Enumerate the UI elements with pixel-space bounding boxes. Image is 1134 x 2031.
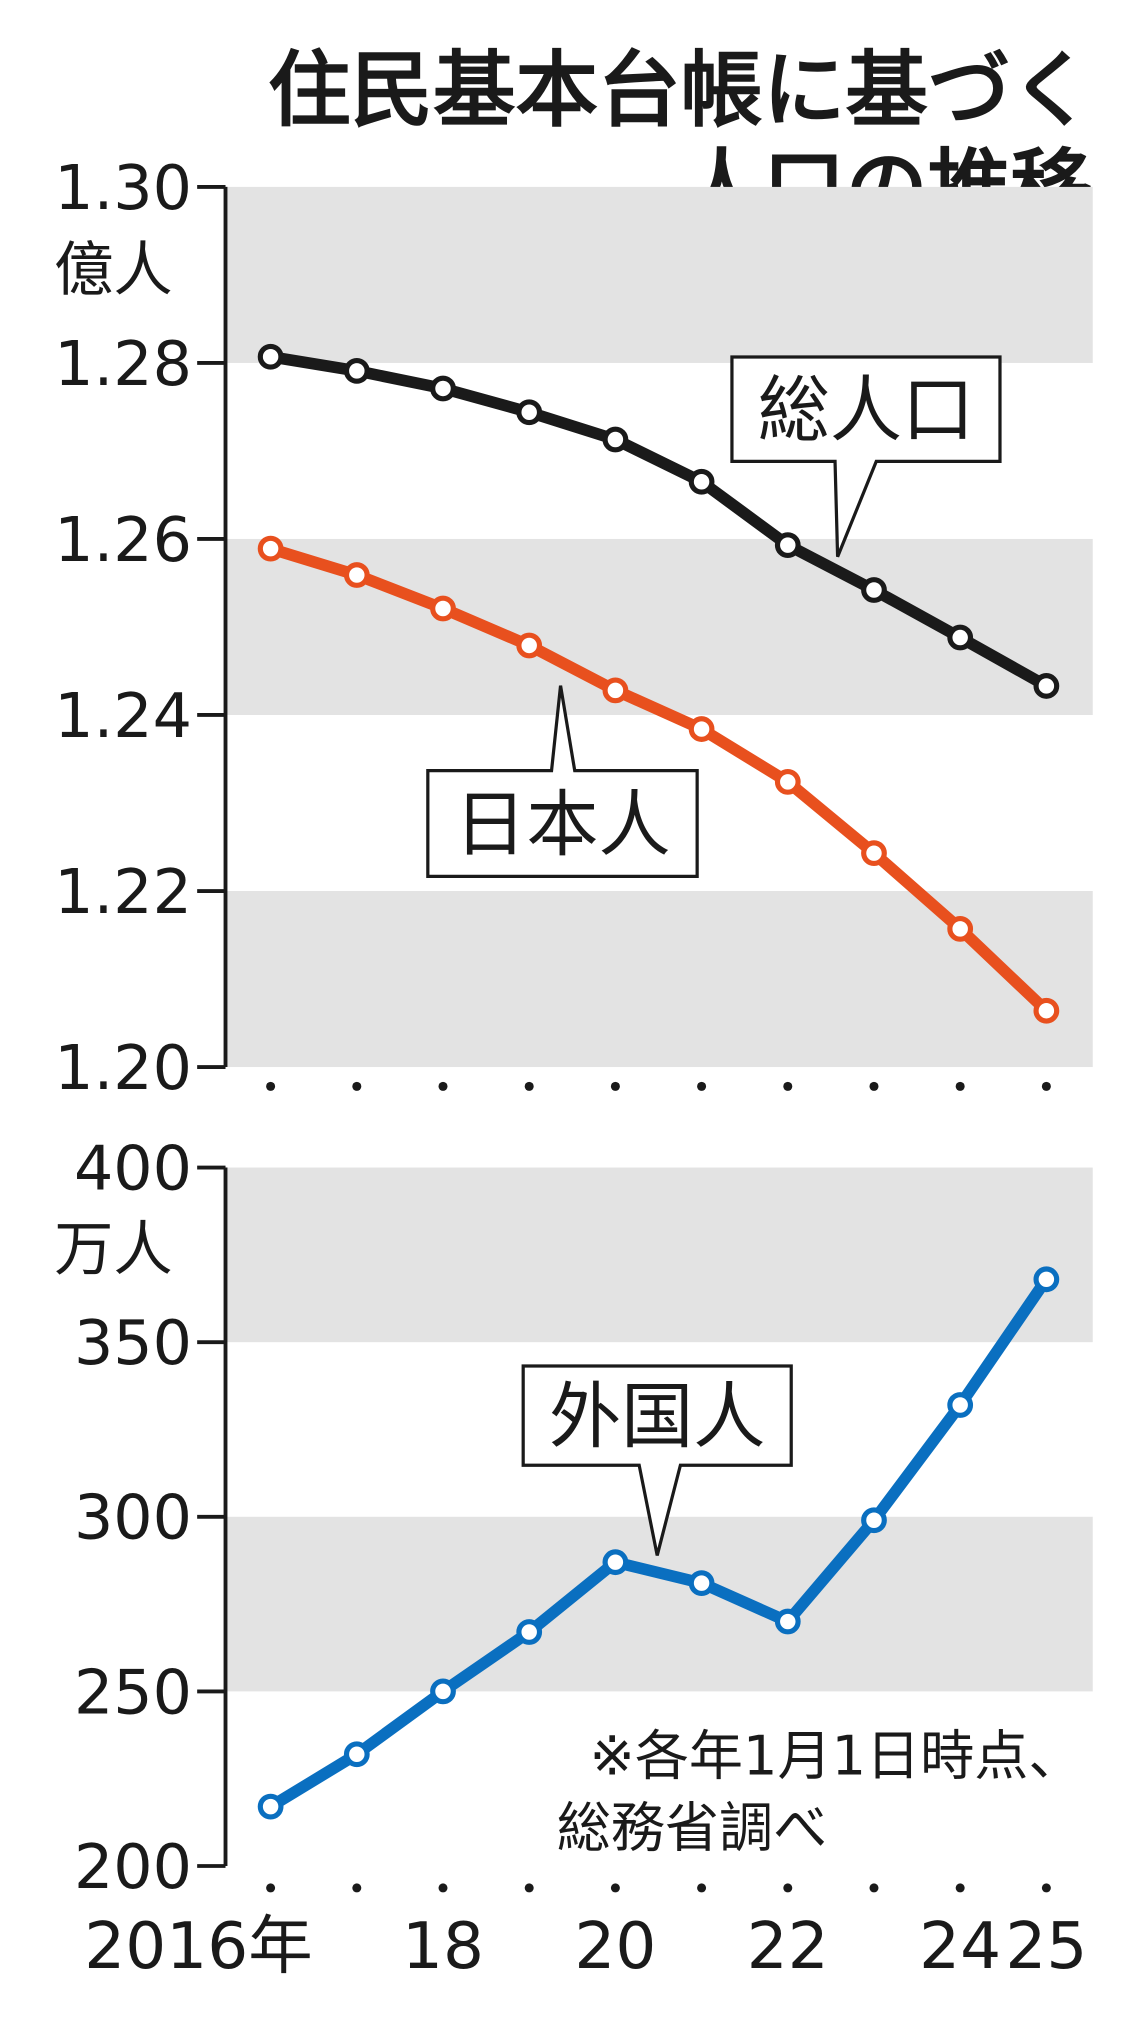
y-tick-label: 1.28 (54, 328, 192, 400)
marker (861, 577, 887, 603)
marker (516, 399, 543, 426)
y-tick-label: 1.26 (54, 504, 192, 576)
marker (602, 1549, 629, 1576)
marker (1033, 997, 1060, 1024)
marker (430, 595, 456, 622)
x-tick-label: 20 (574, 1909, 656, 1984)
marker (343, 357, 370, 384)
x-dot (610, 1883, 620, 1893)
x-dot (352, 1883, 362, 1893)
marker (688, 1570, 715, 1597)
x-dot (610, 1081, 620, 1091)
marker (1033, 1266, 1060, 1293)
marker (602, 426, 629, 453)
line (269, 351, 1050, 692)
x-tick-label: 2016年 (84, 1909, 312, 1984)
note: 総務省調べ (557, 1797, 828, 1860)
marker (343, 1741, 370, 1768)
band (225, 1167, 1093, 1343)
marker (861, 840, 887, 867)
band (225, 186, 1093, 363)
legend-label: 日本人 (454, 783, 670, 867)
y-tick-label: 1.24 (54, 680, 192, 752)
x-dot (438, 1081, 448, 1091)
x-tick-label: 24 (919, 1909, 1001, 1984)
x-tick-label: 18 (402, 1909, 484, 1984)
y-tick-label: 1.22 (54, 856, 192, 928)
y-unit: 億人 (54, 235, 173, 304)
y-tick-label: 200 (74, 1831, 192, 1903)
marker (688, 468, 715, 495)
y-tick-label: 250 (74, 1656, 192, 1728)
x-tick-label: 25 (1005, 1909, 1087, 1984)
callout-box (730, 355, 1002, 558)
x-dot (955, 1883, 965, 1893)
marker (774, 768, 801, 795)
x-dot (524, 1883, 534, 1893)
x-tick-label: 22 (747, 1909, 829, 1984)
x-dot (352, 1081, 362, 1091)
marker (430, 375, 456, 402)
y-tick-label: 350 (74, 1307, 192, 1379)
marker (257, 343, 284, 370)
marker (947, 915, 974, 942)
x-dot (955, 1081, 965, 1091)
marker (1033, 673, 1060, 699)
x-dot (783, 1081, 793, 1091)
y-tick-label: 1.30 (54, 152, 192, 224)
x-dot (266, 1081, 276, 1091)
marker (516, 1619, 543, 1645)
legend-label: 総人口 (758, 369, 974, 453)
marker (257, 535, 284, 562)
marker (602, 677, 629, 704)
marker (516, 632, 543, 659)
marker (688, 716, 715, 742)
marker (430, 1678, 456, 1705)
x-dot (438, 1883, 448, 1893)
callout-box (521, 1364, 793, 1556)
legend-label: 外国人 (549, 1375, 765, 1459)
x-dot (697, 1883, 707, 1893)
x-dot (1041, 1081, 1051, 1091)
line (267, 1276, 1052, 1812)
x-dot (1041, 1883, 1051, 1893)
y-tick-label: 300 (74, 1482, 192, 1554)
y-tick-label: 1.20 (54, 1032, 192, 1104)
x-dot (524, 1081, 534, 1091)
y-tick-label: 400 (74, 1132, 192, 1204)
x-dot (783, 1883, 793, 1893)
marker (947, 1392, 974, 1418)
x-dot (266, 1883, 276, 1893)
callout-box (426, 685, 699, 878)
x-dot (869, 1081, 879, 1091)
x-dot (869, 1883, 879, 1893)
line (268, 543, 1051, 1015)
chart-title: 住民基本台帳に基づく (268, 43, 1093, 139)
marker (343, 562, 370, 588)
marker (257, 1793, 284, 1820)
x-dot (697, 1081, 707, 1091)
marker (861, 1507, 887, 1534)
note: ※各年1月1日時点、 (589, 1725, 1082, 1788)
marker (947, 624, 974, 651)
marker (774, 532, 801, 559)
marker (774, 1608, 801, 1635)
y-unit: 万人 (54, 1214, 173, 1283)
